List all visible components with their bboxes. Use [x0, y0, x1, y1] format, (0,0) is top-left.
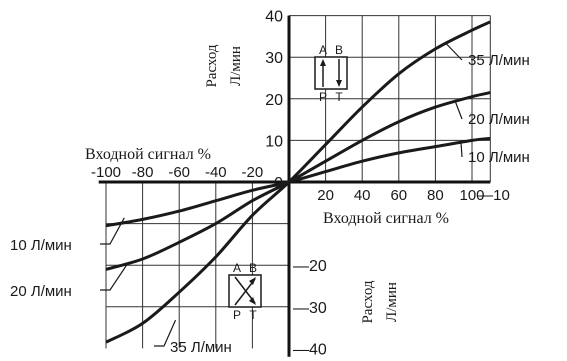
x-tick-label-pos: 60 [390, 187, 407, 204]
y-tick-label-pos: 0 [274, 175, 283, 192]
x-axis-label-lower: Входной сигнал % [323, 210, 449, 227]
series-label-left: 20 Л/мин [10, 283, 72, 300]
x-tick-label-pos: —10 [478, 187, 510, 204]
x-tick-label-pos: 100 [459, 187, 484, 204]
valve-symbol-upper: A B P T [314, 43, 348, 104]
series-label-right: 10 Л/мин [468, 149, 530, 166]
y-tick-label-neg: —30 [293, 300, 327, 317]
x-tick-label-neg: -100 [91, 164, 121, 181]
x-tick-label-neg: -40 [205, 164, 227, 181]
valve-symbol-lower-arrowhead-diag1 [249, 277, 256, 285]
y-tick-label-pos: 40 [265, 9, 283, 26]
curve-10-line [105, 136, 491, 228]
callout-leader-right [445, 43, 463, 61]
x-tick-label-neg: -60 [168, 164, 190, 181]
valve-symbol-upper-label-a: A [319, 43, 327, 57]
series-label-right: 20 Л/мин [468, 111, 530, 128]
callout-layer [100, 43, 463, 347]
valve-symbol-upper-label-t: T [335, 90, 343, 104]
y-tick-label-pos: 30 [265, 50, 283, 67]
valve-symbol-upper-arrowhead-up [320, 59, 326, 66]
valve-symbol-lower: A B P T [228, 261, 262, 322]
x-tick-label-neg: -20 [242, 164, 264, 181]
series-label-right: 35 Л/мин [468, 52, 530, 69]
valve-symbol-upper-label-p: P [319, 90, 327, 104]
y-axis-label-upper-line1: Расход [204, 44, 220, 87]
valve-layer: A BP TA BP T [228, 43, 348, 322]
callout-leader-left [154, 319, 177, 347]
x-axis-label-upper: Входной сигнал % [85, 146, 211, 163]
x-tick-label-pos: 20 [317, 187, 334, 204]
grid-layer [105, 15, 491, 349]
curve-layer [105, 20, 491, 344]
callout-leader-left [100, 217, 125, 245]
y-axis-label-lower-line2: Л/мин [384, 282, 400, 322]
valve-symbol-lower-label-p: P [233, 308, 241, 322]
curve-35-line [105, 20, 491, 344]
callout-leader-right [460, 142, 463, 158]
valve-symbol-lower-label-b: B [249, 261, 257, 275]
valve-symbol-upper-box [314, 56, 348, 90]
y-tick-label-pos: 10 [265, 133, 283, 150]
valve-symbol-lower-label-t: T [249, 308, 257, 322]
y-axis-label-lower-line1: Расход [360, 280, 376, 323]
valve-symbol-upper-arrowhead-down [336, 80, 342, 87]
callout-leader-right [454, 101, 463, 120]
x-tick-label-neg: -80 [132, 164, 154, 181]
x-tick-label-pos: 40 [354, 187, 371, 204]
x-tick-label-pos: 80 [427, 187, 444, 204]
valve-symbol-upper-label-b: B [335, 43, 343, 57]
curve-20-line [105, 91, 491, 271]
valve-symbol-lower-arrowhead-diag2 [249, 297, 256, 305]
valve-symbol-lower-label-a: A [233, 261, 241, 275]
callout-leader-left [100, 262, 129, 291]
y-axis-label-upper-line2: Л/мин [228, 46, 244, 86]
y-tick-label-neg: —20 [293, 258, 327, 275]
y-tick-label-neg: —40 [293, 341, 327, 358]
series-label-left: 35 Л/мин [170, 339, 232, 356]
series-label-left: 10 Л/мин [10, 237, 72, 254]
y-tick-label-pos: 20 [265, 92, 283, 109]
